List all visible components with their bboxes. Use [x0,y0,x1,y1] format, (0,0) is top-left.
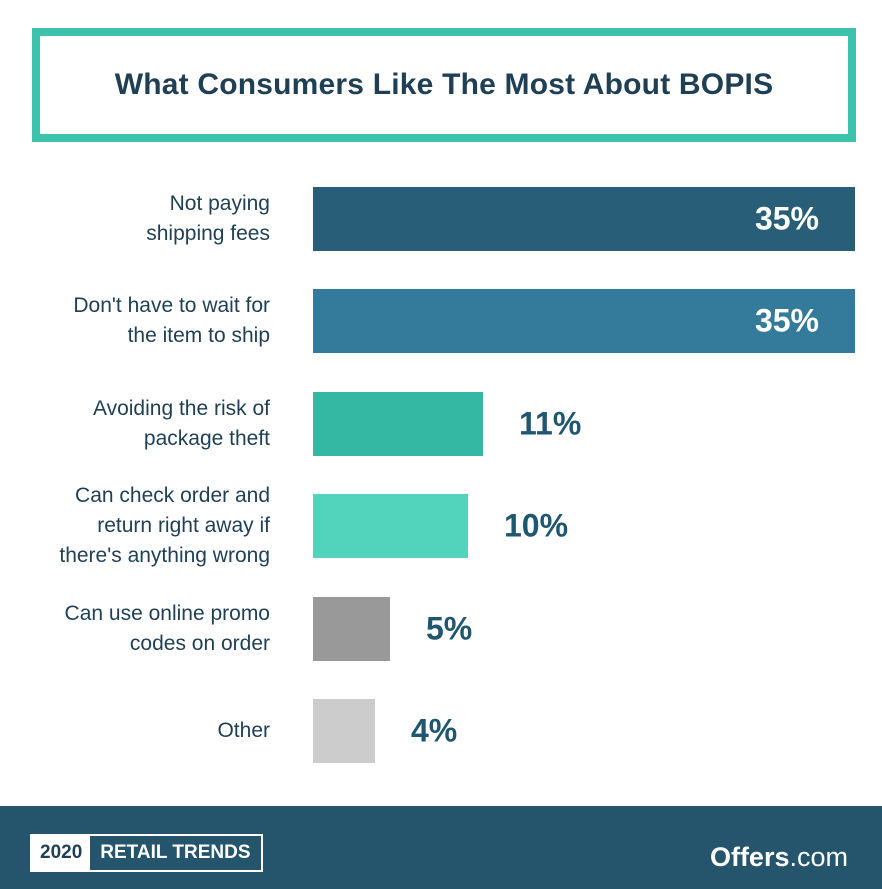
value-label: 11% [519,405,582,442]
bar-row: Can check order and return right away if… [0,484,882,567]
badge-year: 2020 [32,836,91,870]
bar-row: Avoiding the risk of package theft 11% [0,391,882,456]
bar [313,596,390,661]
bar [313,494,468,559]
value-label: 35% [754,200,819,237]
bar-chart: Not paying shipping fees 35% Don't have to… [0,187,882,763]
offers-logo: Offers.com [710,842,848,873]
bar [313,187,855,251]
value-label: 5% [426,610,473,647]
title-box: What Consumers Like The Most About BOPIS [32,28,856,142]
bar [313,289,855,354]
chart-title: What Consumers Like The Most About BOPIS [114,68,774,101]
bar [313,391,483,456]
value-label: 35% [754,302,819,339]
category-label: Can check order and return right away if… [59,484,270,568]
category-label: Other [217,719,270,742]
bar [313,699,375,763]
badge-text: RETAIL TRENDS [90,836,261,870]
category-label: Not paying shipping fees [146,192,270,245]
bar-row: Other 4% [0,699,882,763]
category-label: Don't have to wait for the item to ship [73,294,270,348]
bar-row: Not paying shipping fees 35% [0,187,882,251]
category-label: Avoiding the risk of package theft [92,396,270,450]
value-label: 4% [411,712,458,749]
bar-row: Can use online promo codes on order 5% [0,596,882,661]
category-label: Can use online promo codes on order [64,601,270,655]
retail-trends-badge: 2020 RETAIL TRENDS [30,834,263,872]
footer: 2020 RETAIL TRENDS Offers.com [0,806,882,889]
value-label: 10% [504,507,569,544]
logo-tld: .com [789,842,848,872]
logo-main: Offers [709,842,790,872]
bar-row: Don't have to wait for the item to ship 3… [0,289,882,354]
